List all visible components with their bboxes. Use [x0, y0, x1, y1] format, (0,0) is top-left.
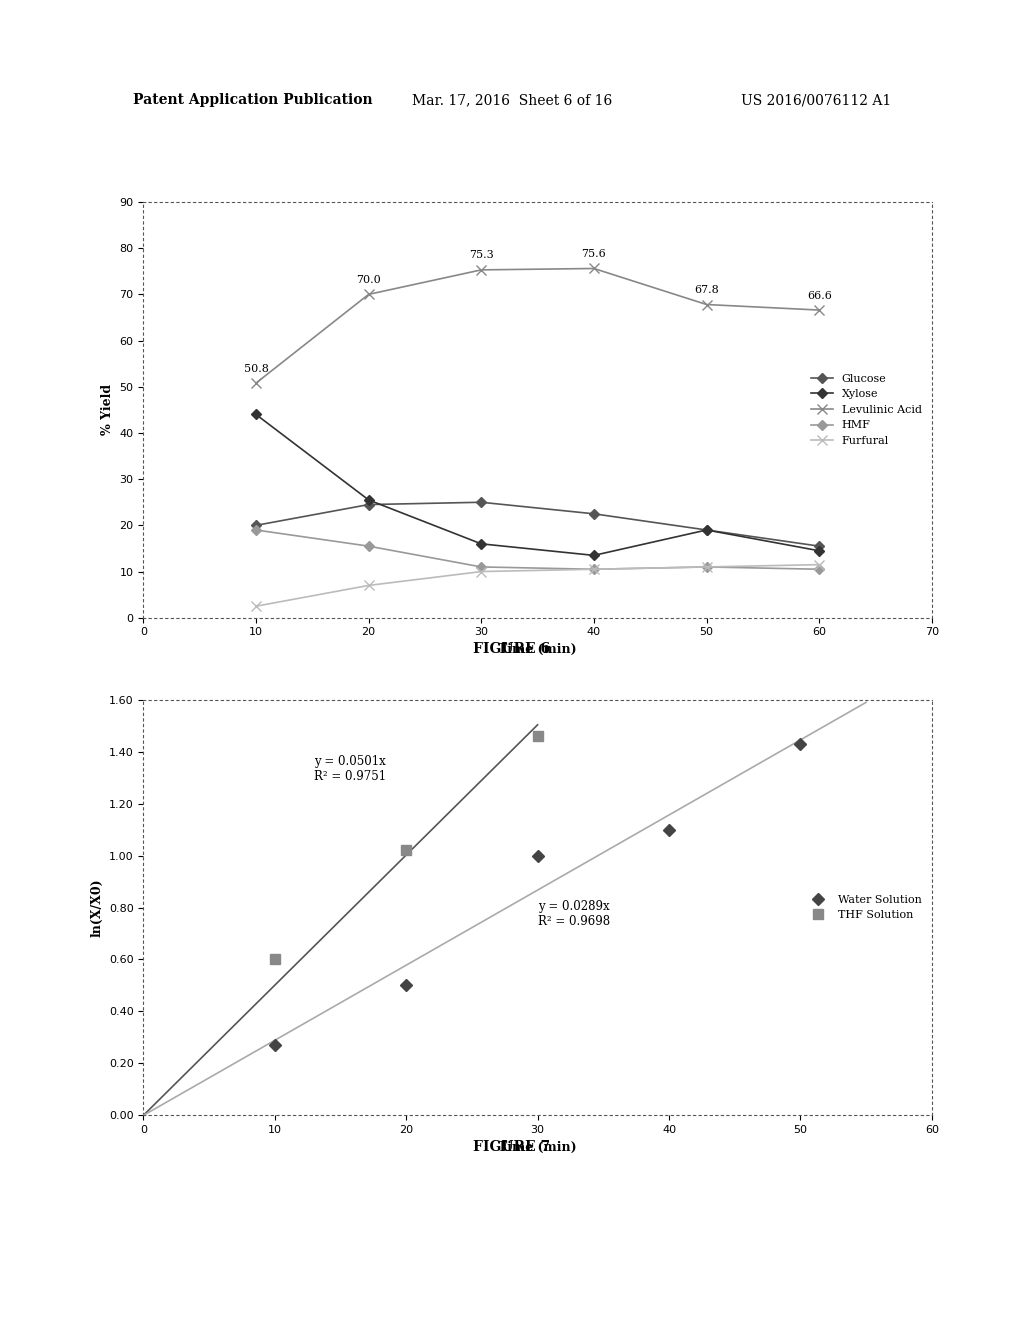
- Furfural: [250, 598, 262, 614]
- Glucose: [813, 539, 825, 554]
- HMF: [362, 539, 375, 554]
- Line: Glucose: Glucose: [253, 499, 822, 549]
- THF Solution: [268, 952, 281, 968]
- Furfural: [700, 560, 713, 576]
- HMF: [250, 521, 262, 539]
- Text: 50.8: 50.8: [244, 363, 268, 374]
- Text: 75.3: 75.3: [469, 251, 494, 260]
- HMF: [588, 561, 600, 577]
- HMF: [813, 561, 825, 577]
- Line: Water Solution: Water Solution: [270, 739, 805, 1049]
- Glucose: [362, 496, 375, 512]
- Text: US 2016/0076112 A1: US 2016/0076112 A1: [740, 94, 891, 107]
- Xylose: [588, 548, 600, 564]
- Glucose: [250, 517, 262, 533]
- Line: HMF: HMF: [253, 527, 822, 573]
- Levulinic Acid: [813, 302, 825, 318]
- Text: y = 0.0289x
R² = 0.9698: y = 0.0289x R² = 0.9698: [538, 900, 609, 928]
- Y-axis label: % Yield: % Yield: [101, 384, 114, 436]
- Levulinic Acid: [475, 261, 487, 277]
- HMF: [475, 560, 487, 576]
- Water Solution: [400, 978, 413, 994]
- HMF: [700, 560, 713, 576]
- Line: THF Solution: THF Solution: [270, 731, 543, 965]
- X-axis label: Time (min): Time (min): [499, 1140, 577, 1154]
- Furfural: [588, 561, 600, 577]
- Line: Furfural: Furfural: [251, 560, 824, 611]
- Xylose: [362, 492, 375, 508]
- Xylose: [250, 407, 262, 422]
- Levulinic Acid: [700, 297, 713, 313]
- Text: 66.6: 66.6: [807, 290, 831, 301]
- Text: 70.0: 70.0: [356, 275, 381, 285]
- Text: 67.8: 67.8: [694, 285, 719, 294]
- Furfural: [475, 564, 487, 579]
- Water Solution: [268, 1038, 281, 1053]
- THF Solution: [531, 729, 544, 744]
- Levulinic Acid: [588, 260, 600, 276]
- Line: Levulinic Acid: Levulinic Acid: [251, 264, 824, 388]
- Glucose: [588, 506, 600, 521]
- Xylose: [700, 521, 713, 539]
- Water Solution: [663, 821, 675, 837]
- Xylose: [475, 536, 487, 552]
- Levulinic Acid: [362, 286, 375, 302]
- Water Solution: [531, 847, 544, 863]
- Glucose: [700, 521, 713, 539]
- Line: Xylose: Xylose: [253, 411, 822, 558]
- Glucose: [475, 494, 487, 510]
- Water Solution: [795, 735, 807, 751]
- Text: FIGURE 7: FIGURE 7: [473, 1140, 551, 1154]
- THF Solution: [400, 842, 413, 858]
- Text: Mar. 17, 2016  Sheet 6 of 16: Mar. 17, 2016 Sheet 6 of 16: [412, 94, 612, 107]
- Legend: Water Solution, THF Solution: Water Solution, THF Solution: [803, 890, 927, 925]
- X-axis label: Time (min): Time (min): [499, 643, 577, 656]
- Text: FIGURE 6: FIGURE 6: [473, 643, 551, 656]
- Text: y = 0.0501x
R² = 0.9751: y = 0.0501x R² = 0.9751: [314, 755, 386, 783]
- Y-axis label: ln(X/X0): ln(X/X0): [90, 878, 103, 937]
- Furfural: [813, 557, 825, 573]
- Levulinic Acid: [250, 375, 262, 391]
- Furfural: [362, 578, 375, 594]
- Text: Patent Application Publication: Patent Application Publication: [133, 94, 373, 107]
- Xylose: [813, 543, 825, 558]
- Legend: Glucose, Xylose, Levulinic Acid, HMF, Furfural: Glucose, Xylose, Levulinic Acid, HMF, Fu…: [806, 370, 927, 450]
- Text: 75.6: 75.6: [582, 249, 606, 259]
